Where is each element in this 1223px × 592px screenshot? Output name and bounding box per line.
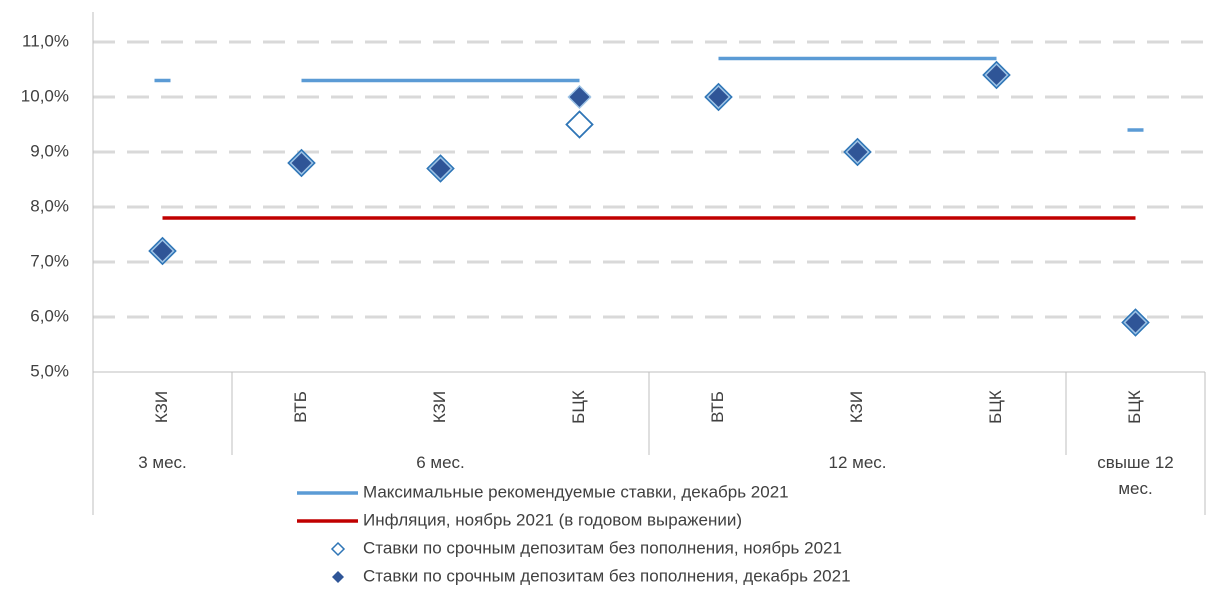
y-tick-label: 9,0% <box>30 141 69 160</box>
group-label: 6 мес. <box>416 453 465 472</box>
y-tick-label: 6,0% <box>30 306 69 325</box>
legend-symbol <box>332 571 344 583</box>
x-tick-label: БЦК <box>569 390 588 424</box>
nov-rate-marker <box>565 110 594 139</box>
y-tick-label: 8,0% <box>30 196 69 215</box>
legend-label: Ставки по срочным депозитам без пополнен… <box>363 538 842 557</box>
dec-rate-marker <box>150 238 175 264</box>
dec-rate-marker <box>1123 310 1148 335</box>
dec-rate-marker <box>428 156 453 181</box>
legend-label: Ставки по срочным депозитам без пополнен… <box>363 566 851 585</box>
legend-symbol <box>330 541 346 557</box>
x-tick-label: ВТБ <box>291 391 310 423</box>
y-tick-label: 10,0% <box>21 86 69 105</box>
group-label-box: 12 мес. <box>828 453 887 472</box>
dec-rate-marker <box>567 84 592 110</box>
dec-rate-marker <box>706 84 731 110</box>
x-tick-label: ВТБ <box>708 391 727 423</box>
x-tick-label: КЗИ <box>152 391 171 423</box>
dec-rate-marker <box>984 62 1009 88</box>
group-label: 12 мес. <box>828 453 887 472</box>
group-label-box: 6 мес. <box>416 453 465 472</box>
x-tick-label: КЗИ <box>430 391 449 423</box>
group-label: свыше 12 мес. <box>1097 453 1174 498</box>
group-label: 3 мес. <box>138 453 187 472</box>
y-tick-label: 7,0% <box>30 251 69 270</box>
x-tick-label: КЗИ <box>847 391 866 423</box>
dec-rate-marker <box>289 150 314 176</box>
group-label-box: 3 мес. <box>138 453 187 472</box>
legend-label: Максимальные рекомендуемые ставки, декаб… <box>363 482 789 501</box>
x-tick-label: БЦК <box>986 390 1005 424</box>
dec-rate-marker <box>845 139 870 165</box>
y-tick-label: 11,0% <box>22 31 69 50</box>
legend-label: Инфляция, ноябрь 2021 (в годовом выражен… <box>363 510 742 529</box>
group-label-box: свыше 12 мес. <box>1097 453 1174 498</box>
x-tick-label: БЦК <box>1125 390 1144 424</box>
y-tick-label: 5,0% <box>30 361 69 380</box>
